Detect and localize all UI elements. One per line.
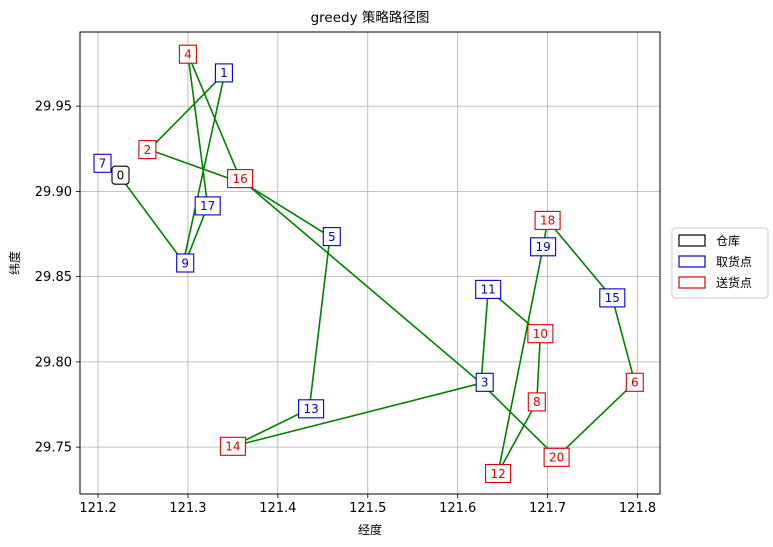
legend-swatch-depot xyxy=(678,234,706,247)
node-id: 13 xyxy=(303,402,318,416)
node-box xyxy=(527,324,554,344)
node-id: 18 xyxy=(540,214,555,228)
node-label-18: 18 xyxy=(534,210,561,230)
node-label-14: 14 xyxy=(219,436,246,456)
y-tick-label: 29.95 xyxy=(35,100,72,115)
y-tick-label: 29.80 xyxy=(35,355,72,370)
y-tick-label: 29.90 xyxy=(35,185,72,200)
node-box xyxy=(111,165,130,185)
node-box xyxy=(475,372,494,392)
node-label-6: 6 xyxy=(625,372,644,392)
x-tick-label: 121.8 xyxy=(619,501,656,516)
node-label-11: 11 xyxy=(475,279,502,299)
node-id: 11 xyxy=(481,283,496,297)
node-box xyxy=(227,169,254,189)
x-tick-label: 121.2 xyxy=(79,501,116,516)
node-id: 9 xyxy=(181,256,189,270)
node-box xyxy=(138,140,157,160)
legend-swatch-pickup xyxy=(678,255,706,268)
y-tick-label: 29.85 xyxy=(35,270,72,285)
node-box xyxy=(298,399,325,419)
node-label-10: 10 xyxy=(527,324,554,344)
node-box xyxy=(322,227,341,247)
x-tick-label: 121.4 xyxy=(259,501,296,516)
node-label-17: 17 xyxy=(194,196,221,216)
y-tick-label: 29.75 xyxy=(35,441,72,456)
node-label-4: 4 xyxy=(178,44,197,64)
node-id: 16 xyxy=(232,172,247,186)
node-box xyxy=(599,288,626,308)
node-box xyxy=(530,237,557,257)
y-axis-label: 纬度 xyxy=(7,251,22,275)
plot-frame xyxy=(79,31,661,495)
node-id: 3 xyxy=(481,376,489,390)
node-box xyxy=(176,253,195,273)
node-id: 8 xyxy=(533,395,541,409)
node-id: 1 xyxy=(220,66,228,80)
node-box xyxy=(219,436,246,456)
axis-ticks: 121.2 121.3 121.4 121.5 121.6 121.7 121.8 29.75… xyxy=(35,100,656,516)
node-box xyxy=(214,63,233,83)
grid xyxy=(80,32,660,494)
node-id: 19 xyxy=(535,240,550,254)
chart-title: greedy 策略路径图 xyxy=(311,9,430,26)
legend: 仓库 取货点 送货点 xyxy=(671,227,769,299)
node-box xyxy=(178,44,197,64)
node-label-2: 2 xyxy=(138,140,157,160)
node-id: 6 xyxy=(631,376,639,390)
x-tick-label: 121.5 xyxy=(349,501,386,516)
x-tick-label: 121.7 xyxy=(529,501,566,516)
node-label-0: 0 xyxy=(111,165,130,185)
node-label-1: 1 xyxy=(214,63,233,83)
node-id: 4 xyxy=(184,48,192,62)
node-label-20: 20 xyxy=(543,447,570,467)
node-box xyxy=(485,463,512,484)
node-label-12: 12 xyxy=(485,463,512,484)
node-id: 0 xyxy=(117,169,125,183)
node-label-19: 19 xyxy=(530,237,557,257)
node-id: 7 xyxy=(99,157,107,171)
node-id: 15 xyxy=(605,291,620,305)
node-box xyxy=(534,210,561,230)
node-box xyxy=(93,153,112,173)
node-label-7: 7 xyxy=(93,153,112,173)
node-id: 20 xyxy=(549,451,564,465)
node-label-3: 3 xyxy=(475,372,494,392)
legend-swatch-delivery xyxy=(678,276,706,289)
node-id: 5 xyxy=(328,230,336,244)
node-id: 12 xyxy=(490,467,505,481)
legend-label-delivery: 送货点 xyxy=(716,275,752,290)
node-box xyxy=(625,372,644,392)
node-label-13: 13 xyxy=(298,399,325,419)
node-label-5: 5 xyxy=(322,227,341,247)
node-id: 17 xyxy=(200,199,215,213)
node-label-9: 9 xyxy=(176,253,195,273)
node-label-8: 8 xyxy=(527,392,546,412)
x-tick-label: 121.3 xyxy=(169,501,206,516)
node-id: 2 xyxy=(144,143,152,157)
legend-label-pickup: 取货点 xyxy=(716,254,752,269)
x-axis-label: 经度 xyxy=(358,522,382,537)
x-tick-label: 121.6 xyxy=(439,501,476,516)
node-box xyxy=(194,196,221,216)
node-label-16: 16 xyxy=(227,169,254,189)
node-box xyxy=(543,447,570,467)
node-id: 10 xyxy=(533,327,548,341)
node-label-15: 15 xyxy=(599,288,626,308)
legend-label-depot: 仓库 xyxy=(716,233,740,248)
node-box xyxy=(475,279,502,299)
node-id: 14 xyxy=(225,440,240,454)
node-box xyxy=(527,392,546,412)
